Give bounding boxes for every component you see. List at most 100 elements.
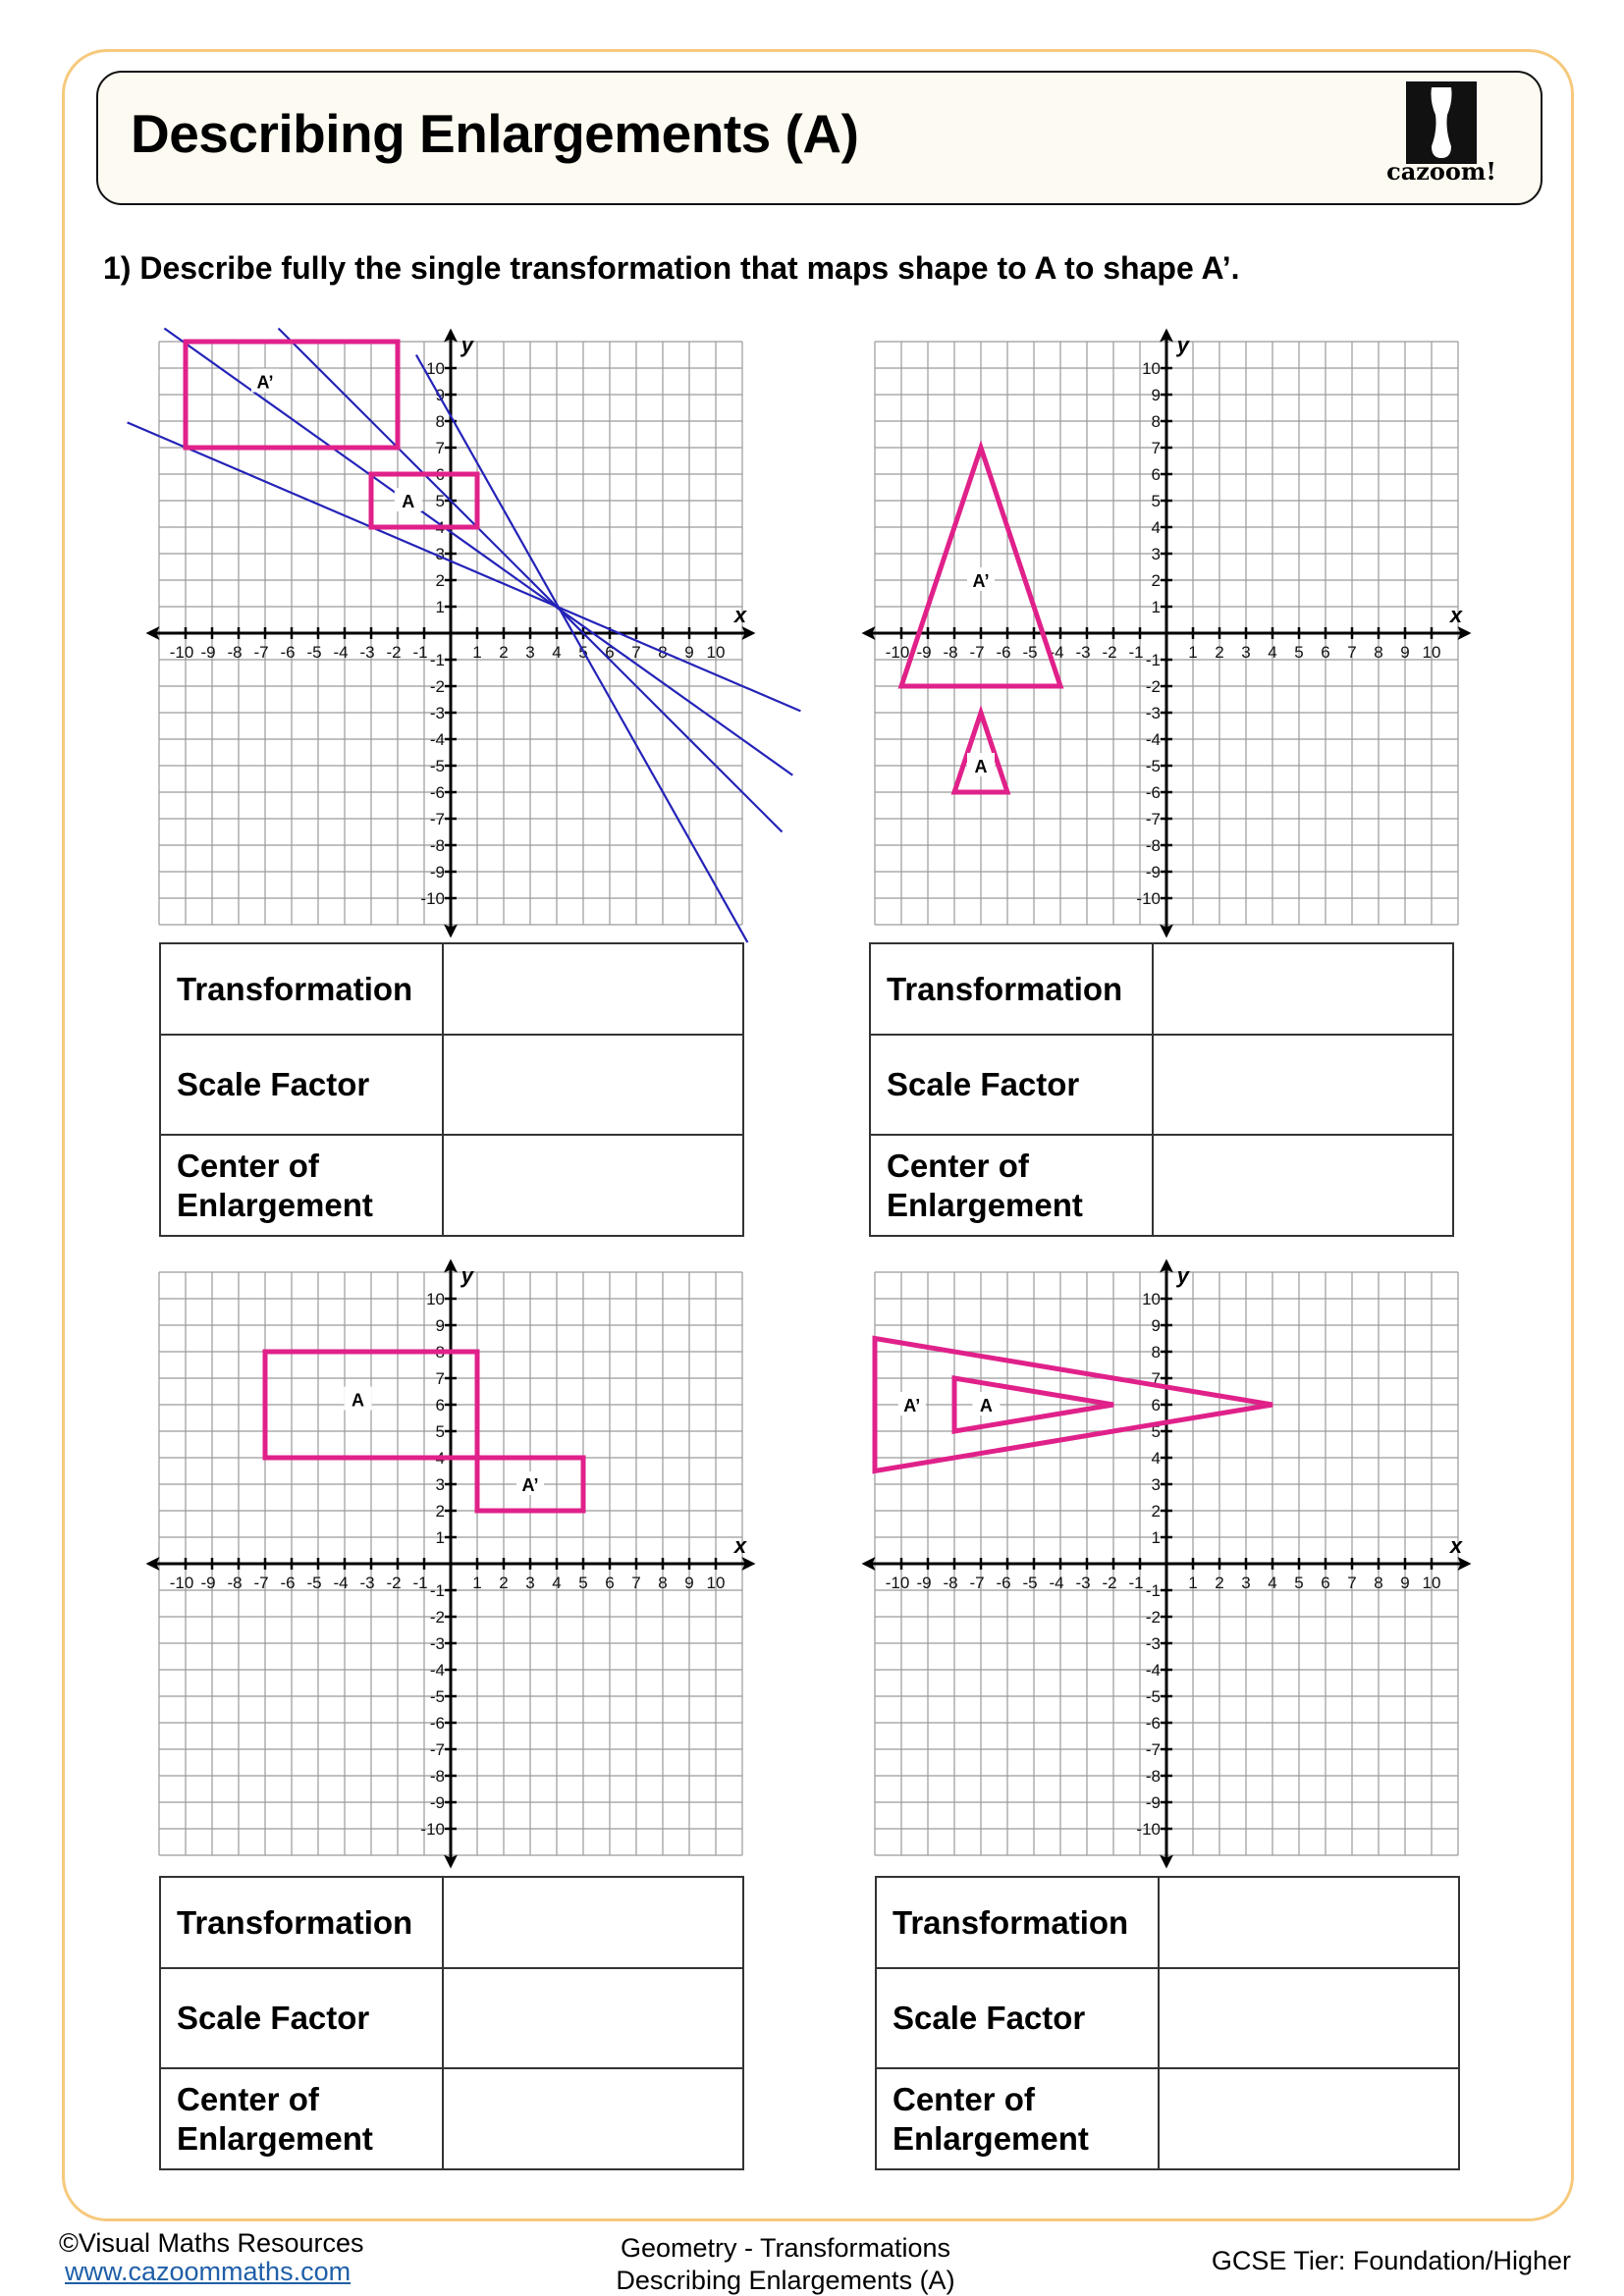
y-tick-label: -10: [1136, 1820, 1161, 1839]
answer-cell-transformation[interactable]: [442, 1876, 744, 1969]
x-tick-label: 9: [684, 643, 693, 662]
x-tick-label: 6: [1321, 1574, 1329, 1592]
y-tick-label: -6: [1146, 783, 1161, 802]
x-tick-label: -9: [200, 643, 215, 662]
y-tick-label: 3: [1152, 1475, 1161, 1494]
y-tick-label: -2: [1146, 1608, 1161, 1627]
x-tick-label: -2: [1102, 643, 1116, 662]
y-axis-arrow-down-icon: [1160, 924, 1173, 938]
answer-cell-scale-factor[interactable]: [1152, 1034, 1454, 1136]
shape-label-background: [972, 1392, 1001, 1415]
answer-cell-transformation[interactable]: [1152, 942, 1454, 1036]
shape-label-background: [967, 753, 995, 776]
x-tick-label: 8: [658, 1574, 667, 1592]
answer-cell-scale-factor[interactable]: [442, 1967, 744, 2069]
answer-cell-center[interactable]: [1152, 1134, 1454, 1237]
y-tick-label: 6: [436, 1396, 445, 1415]
page-title: Describing Enlargements (A): [131, 103, 859, 164]
x-tick-label: -2: [386, 1574, 401, 1592]
x-axis-arrow-left-icon: [861, 1557, 876, 1571]
y-tick-label: -9: [430, 1793, 445, 1812]
shape-label-background: [344, 1386, 372, 1411]
page-border: [62, 49, 1574, 2221]
x-tick-label: -8: [227, 643, 242, 662]
y-tick-label: 7: [1152, 1369, 1161, 1388]
y-tick-label: -1: [430, 651, 445, 669]
row-label-center: Center of Enlargement: [159, 1134, 444, 1237]
row-label-center: Center of Enlargement: [869, 1134, 1154, 1237]
y-tick-label: -8: [1146, 836, 1161, 855]
y-tick-label: 4: [1152, 518, 1161, 537]
footer-tier: GCSE Tier: Foundation/Higher: [1211, 2246, 1571, 2275]
row-label-transformation: Transformation: [869, 942, 1154, 1036]
y-tick-label: 3: [1152, 545, 1161, 563]
x-tick-label: -1: [412, 643, 427, 662]
x-tick-label: -10: [170, 1574, 194, 1592]
x-tick-label: 3: [1241, 1574, 1250, 1592]
y-tick-label: 5: [1152, 492, 1161, 510]
shape-a-prime-label: A’: [521, 1475, 538, 1495]
shape-a-label: A: [352, 1391, 364, 1411]
x-axis-arrow-right-icon: [1457, 626, 1472, 640]
x-axis-arrow-right-icon: [741, 1557, 756, 1571]
x-axis-arrow-left-icon: [861, 626, 876, 640]
y-tick-label: 10: [426, 1290, 445, 1308]
y-tick-label: -3: [1146, 704, 1161, 722]
shape-label-background: [251, 368, 279, 393]
shape-a-label: A: [402, 492, 414, 511]
shape-a-prime: [897, 440, 1064, 689]
y-axis-arrow-down-icon: [444, 1854, 458, 1869]
y-tick-label: -1: [1146, 1581, 1161, 1600]
answer-cell-center[interactable]: [442, 1134, 744, 1237]
x-tick-label: 7: [1347, 643, 1356, 662]
y-tick-label: 8: [1152, 412, 1161, 431]
y-axis-arrow-up-icon: [444, 1258, 458, 1273]
row-label-scale-factor: Scale Factor: [159, 1034, 444, 1136]
y-tick-label: 9: [1152, 386, 1161, 404]
y-tick-label: -1: [1146, 651, 1161, 669]
y-tick-label: -4: [1146, 730, 1161, 749]
x-tick-label: 1: [472, 1574, 481, 1592]
shape-a: [951, 1375, 1114, 1434]
graph-2: -10-10-9-9-8-8-7-7-6-6-5-5-4-4-3-3-2-2-1…: [861, 328, 1472, 938]
x-tick-label: 7: [1347, 1574, 1356, 1592]
logo-text: cazoom!: [1386, 157, 1496, 186]
x-tick-label: -6: [996, 1574, 1010, 1592]
x-tick-label: -10: [170, 643, 194, 662]
y-tick-label: -3: [430, 1634, 445, 1653]
y-tick-label: -3: [430, 704, 445, 722]
y-tick-label: 2: [1152, 571, 1161, 590]
x-tick-label: -1: [1128, 1574, 1143, 1592]
answer-cell-transformation[interactable]: [442, 942, 744, 1036]
answer-cell-center[interactable]: [1158, 2067, 1460, 2170]
x-tick-label: -6: [280, 1574, 295, 1592]
x-tick-label: -9: [200, 1574, 215, 1592]
y-tick-label: -2: [1146, 677, 1161, 696]
answer-cell-scale-factor[interactable]: [442, 1034, 744, 1136]
row-label-transformation: Transformation: [875, 1876, 1160, 1969]
y-tick-label: -6: [1146, 1714, 1161, 1733]
x-tick-label: -8: [943, 1574, 957, 1592]
shape-a-prime-label: A’: [256, 373, 273, 393]
x-tick-label: -5: [1022, 1574, 1037, 1592]
x-tick-label: -1: [1128, 643, 1143, 662]
footer-website-link[interactable]: www.cazoommaths.com: [65, 2257, 352, 2286]
answer-cell-scale-factor[interactable]: [1158, 1967, 1460, 2069]
x-tick-label: 10: [1423, 1574, 1441, 1592]
shape-label-background: [394, 488, 422, 511]
y-tick-label: 9: [436, 1316, 445, 1335]
shape-label-background: [897, 1392, 926, 1415]
cazoom-logo-icon: [1406, 81, 1477, 164]
answer-table-3: Transformation Scale Factor Center of En…: [159, 1876, 744, 2170]
answer-cell-center[interactable]: [442, 2067, 744, 2170]
y-tick-label: 2: [436, 571, 445, 590]
x-axis-arrow-left-icon: [145, 1557, 160, 1571]
x-tick-label: 4: [1268, 643, 1276, 662]
y-tick-label: 7: [1152, 439, 1161, 457]
answer-cell-transformation[interactable]: [1158, 1876, 1460, 1969]
x-axis-arrow-right-icon: [1457, 1557, 1472, 1571]
y-tick-label: 8: [436, 412, 445, 431]
x-tick-label: 9: [1400, 643, 1409, 662]
x-axis-arrow-right-icon: [741, 626, 756, 640]
construction-line: [277, 327, 784, 833]
